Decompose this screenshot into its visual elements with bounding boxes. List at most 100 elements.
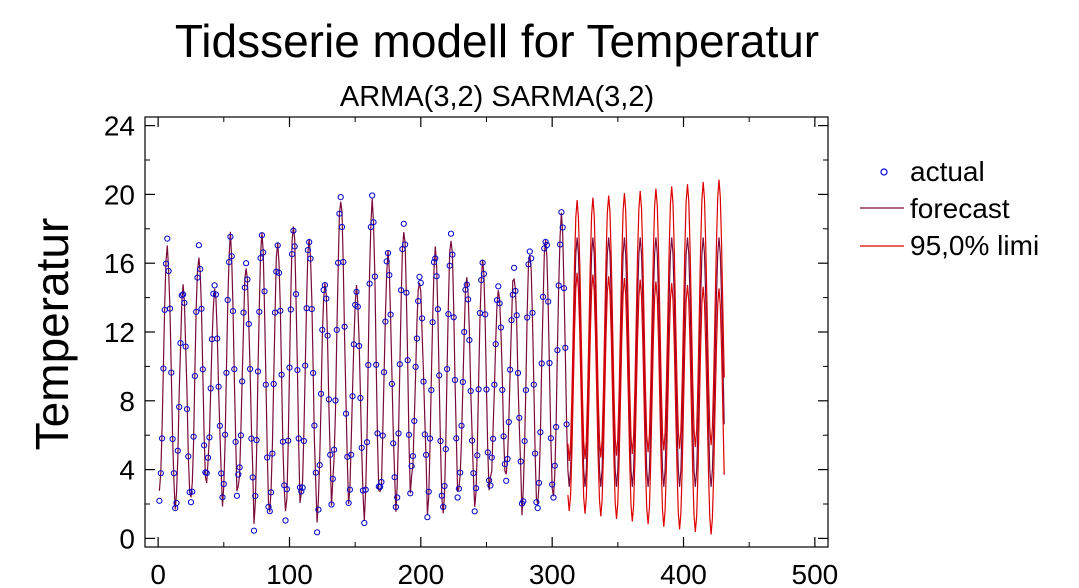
actual-point — [349, 393, 356, 400]
actual-point — [478, 277, 485, 284]
actual-point — [512, 287, 519, 295]
actual-point — [466, 337, 473, 344]
y-tick-label: 16 — [104, 248, 135, 279]
actual-point — [244, 276, 251, 283]
actual-point — [189, 488, 196, 495]
actual-point — [535, 479, 543, 486]
actual-point — [440, 503, 447, 510]
actual-point — [532, 450, 539, 457]
actual-point — [204, 454, 212, 461]
actual-point — [215, 383, 222, 390]
actual-point — [206, 434, 213, 441]
actual-point — [446, 262, 453, 269]
actual-point — [304, 247, 311, 254]
actual-point — [366, 280, 373, 287]
actual-point — [240, 309, 247, 316]
actual-point — [463, 281, 470, 288]
actual-point — [256, 308, 263, 315]
actual-point — [252, 492, 259, 500]
actual-point — [336, 210, 343, 217]
actual-point — [257, 255, 264, 262]
actual-point — [359, 487, 367, 494]
actual-point — [157, 470, 164, 477]
actual-point — [194, 274, 201, 281]
plot-frame — [144, 116, 829, 548]
actual-point — [207, 385, 214, 392]
actual-point — [461, 328, 468, 336]
actual-point — [472, 485, 480, 492]
actual-point — [450, 314, 457, 321]
actual-point — [425, 488, 432, 495]
actual-point — [407, 490, 414, 497]
actual-point — [277, 307, 284, 314]
actual-point — [404, 357, 411, 364]
actual-point — [380, 369, 388, 376]
actual-point — [383, 258, 390, 265]
actual-point — [373, 361, 380, 368]
y-tick-label: 20 — [104, 179, 135, 210]
actual-point — [475, 386, 482, 393]
actual-point — [174, 447, 181, 454]
actual-point — [291, 243, 298, 250]
actual-point — [250, 527, 258, 534]
actual-point — [445, 311, 452, 318]
actual-point — [547, 435, 555, 442]
actual-point — [433, 273, 440, 280]
actual-point — [469, 437, 476, 444]
actual-point — [160, 365, 167, 372]
actual-point — [178, 292, 185, 299]
actual-point — [534, 505, 541, 512]
actual-point — [454, 494, 461, 501]
actual-point — [558, 209, 565, 216]
actual-point — [557, 241, 564, 248]
actual-point — [302, 362, 309, 369]
actual-point — [331, 446, 338, 453]
actual-point — [434, 306, 441, 313]
actual-point — [507, 366, 514, 373]
actual-point — [232, 438, 239, 445]
actual-point — [299, 484, 306, 491]
actual-point — [421, 431, 428, 438]
actual-point — [266, 508, 273, 515]
actual-point — [449, 251, 456, 258]
actual-point — [392, 503, 399, 511]
actual-point — [487, 482, 494, 489]
legend-actual-marker — [880, 168, 888, 176]
x-tick-label: 100 — [266, 559, 313, 588]
actual-point — [311, 422, 318, 429]
actual-point — [545, 298, 552, 305]
actual-point — [437, 437, 444, 445]
actual-point — [156, 497, 163, 504]
actual-point — [168, 369, 175, 376]
actual-point — [325, 396, 332, 403]
upper-limit-line — [567, 179, 725, 461]
actual-point — [488, 454, 495, 461]
actual-point — [239, 378, 246, 385]
actual-point — [382, 318, 389, 325]
actual-point — [306, 239, 313, 246]
actual-point — [388, 380, 395, 387]
actual-point — [222, 431, 229, 438]
actual-point — [286, 364, 293, 371]
actual-point — [298, 488, 305, 495]
actual-point — [216, 422, 223, 429]
actual-point — [247, 365, 254, 373]
x-tick-label: 500 — [792, 559, 839, 588]
actual-point — [348, 451, 355, 458]
actual-point — [363, 439, 371, 446]
actual-point — [409, 453, 416, 460]
actual-point — [236, 464, 243, 471]
actual-point — [165, 267, 172, 275]
actual-point — [554, 347, 561, 354]
actual-point — [458, 422, 465, 429]
actual-point — [529, 309, 536, 316]
actual-point — [413, 335, 420, 342]
actual-point — [503, 477, 510, 484]
y-axis-label: Temperatur — [26, 218, 78, 451]
actual-point — [166, 305, 174, 312]
actual-point — [492, 341, 499, 348]
actual-point — [181, 299, 188, 306]
actual-point — [395, 430, 402, 437]
actual-point — [226, 259, 233, 266]
